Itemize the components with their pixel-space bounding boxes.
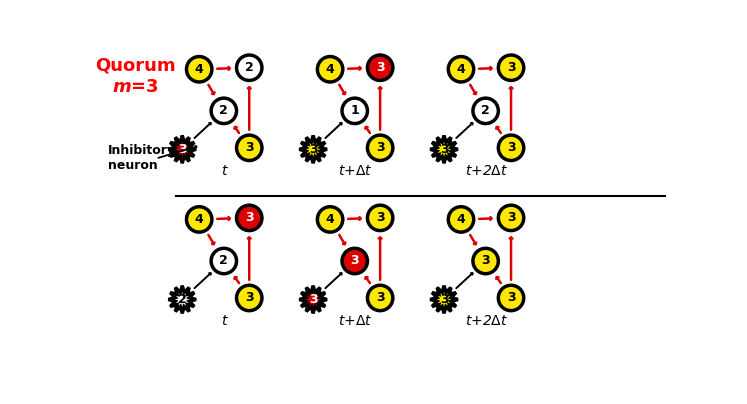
Text: $t$: $t$ [220, 314, 229, 328]
Text: 1: 1 [350, 104, 359, 117]
Text: 4: 4 [326, 213, 335, 226]
Text: 4: 4 [195, 213, 204, 226]
Circle shape [498, 135, 524, 160]
Circle shape [473, 248, 498, 274]
Text: Quorum: Quorum [95, 57, 176, 74]
Polygon shape [168, 286, 196, 314]
Text: 4: 4 [456, 63, 465, 76]
Text: 3: 3 [440, 293, 448, 306]
Text: 3: 3 [376, 291, 385, 305]
Circle shape [342, 248, 368, 274]
Text: 3: 3 [178, 143, 187, 156]
Text: 3: 3 [506, 61, 515, 74]
Text: $t$+2$\Delta t$: $t$+2$\Delta t$ [465, 314, 508, 328]
Text: 3: 3 [309, 293, 317, 306]
Circle shape [448, 207, 474, 232]
Text: Inhibitory
neuron: Inhibitory neuron [108, 144, 176, 172]
Text: 3: 3 [440, 143, 448, 156]
Text: 2: 2 [178, 293, 187, 306]
Text: 3: 3 [481, 255, 490, 267]
Text: 3: 3 [506, 211, 515, 224]
Text: 2: 2 [220, 255, 228, 267]
Circle shape [317, 207, 343, 232]
Polygon shape [430, 286, 458, 314]
Circle shape [368, 205, 393, 231]
Text: 3: 3 [245, 291, 253, 305]
Circle shape [211, 248, 237, 274]
Text: $\bfit{m}$=3: $\bfit{m}$=3 [112, 78, 159, 96]
Circle shape [368, 55, 393, 80]
Text: 4: 4 [456, 213, 465, 226]
Text: 2: 2 [481, 104, 490, 117]
Text: $t$: $t$ [220, 164, 229, 178]
Text: 3: 3 [245, 211, 253, 224]
Polygon shape [300, 286, 327, 314]
Circle shape [368, 285, 393, 311]
Polygon shape [300, 135, 327, 163]
Circle shape [448, 57, 474, 82]
Text: $t$+$\Delta t$: $t$+$\Delta t$ [338, 164, 373, 178]
Circle shape [187, 57, 212, 82]
Text: 4: 4 [326, 63, 335, 76]
Circle shape [342, 98, 368, 124]
Text: 3: 3 [506, 141, 515, 154]
Text: 2: 2 [245, 61, 254, 74]
Polygon shape [168, 135, 196, 163]
Circle shape [368, 135, 393, 160]
Polygon shape [430, 135, 458, 163]
Text: $t$+$\Delta t$: $t$+$\Delta t$ [338, 314, 373, 328]
Text: 3: 3 [309, 143, 317, 156]
Text: 3: 3 [376, 211, 385, 224]
Text: $t$+2$\Delta t$: $t$+2$\Delta t$ [465, 164, 508, 178]
Circle shape [237, 55, 262, 80]
Circle shape [473, 98, 498, 124]
Text: 3: 3 [376, 141, 385, 154]
Circle shape [211, 98, 237, 124]
Text: 3: 3 [245, 141, 253, 154]
Circle shape [498, 285, 524, 311]
Text: 4: 4 [195, 63, 204, 76]
Circle shape [187, 207, 212, 232]
Circle shape [237, 205, 262, 231]
Text: 2: 2 [220, 104, 228, 117]
Text: 3: 3 [506, 291, 515, 305]
Circle shape [498, 205, 524, 231]
Circle shape [498, 55, 524, 80]
Circle shape [237, 285, 262, 311]
Text: 3: 3 [376, 61, 385, 74]
Circle shape [237, 135, 262, 160]
Circle shape [317, 57, 343, 82]
Text: 3: 3 [350, 255, 359, 267]
